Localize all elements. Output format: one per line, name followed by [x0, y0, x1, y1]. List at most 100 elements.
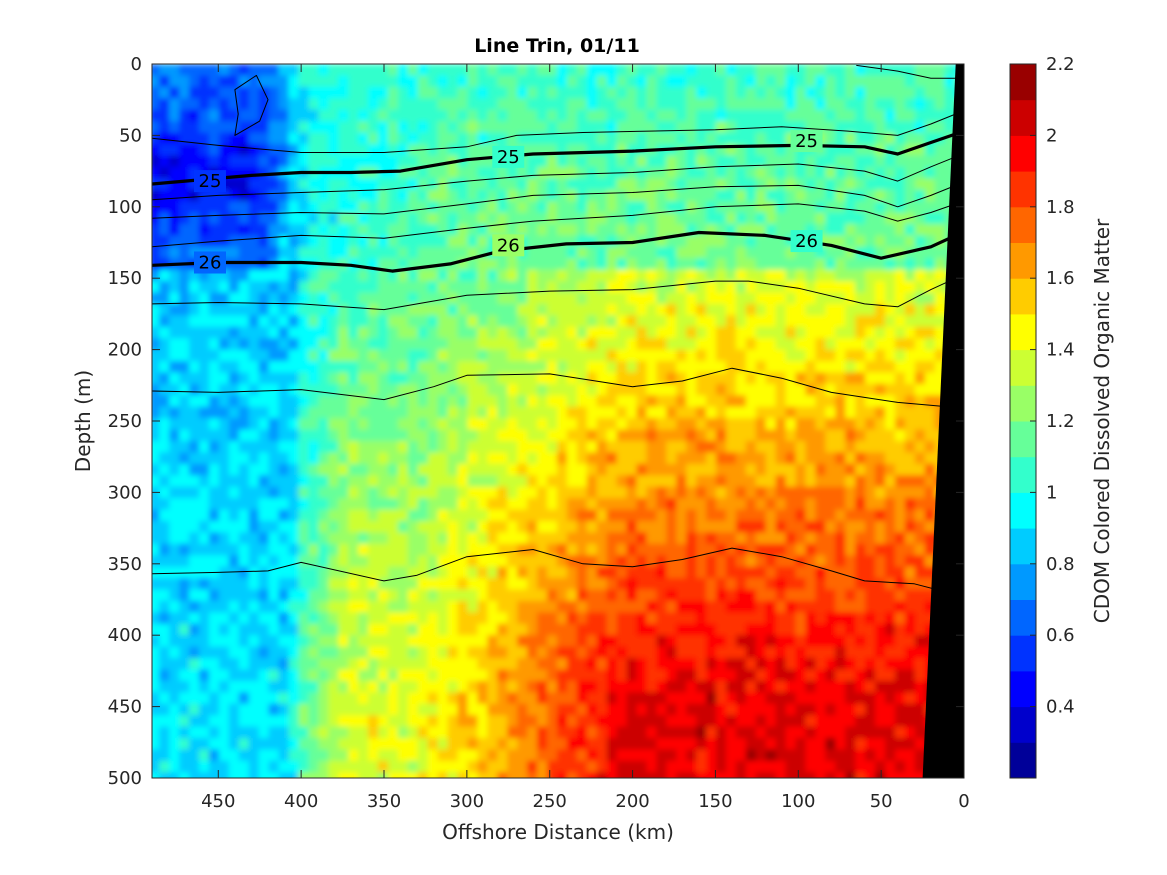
heatmap-cell — [168, 166, 180, 179]
heatmap-cell — [606, 406, 617, 419]
heatmap-cell — [437, 75, 448, 88]
heatmap-cell — [188, 509, 199, 522]
heatmap-cell — [337, 395, 349, 408]
heatmap-cell — [387, 520, 398, 533]
heatmap-cell — [546, 201, 557, 214]
heatmap-cell — [576, 612, 587, 625]
heatmap-cell — [466, 132, 478, 145]
heatmap-cell — [616, 338, 627, 351]
heatmap-cell — [814, 498, 826, 511]
heatmap-cell — [804, 623, 816, 636]
heatmap-cell — [327, 315, 339, 328]
heatmap-cell — [894, 418, 905, 431]
heatmap-cell — [516, 692, 528, 705]
heatmap-cell — [894, 132, 905, 145]
heatmap-cell — [715, 109, 726, 122]
heatmap-cell — [327, 383, 339, 396]
heatmap-cell — [775, 246, 786, 259]
heatmap-cell — [427, 520, 438, 533]
heatmap-cell — [844, 349, 856, 362]
heatmap-cell — [357, 75, 369, 88]
heatmap-cell — [277, 326, 289, 339]
heatmap-cell — [506, 635, 518, 648]
heatmap-cell — [377, 235, 388, 248]
heatmap-cell — [606, 543, 617, 556]
heatmap-cell — [198, 738, 209, 751]
heatmap-cell — [486, 292, 498, 305]
heatmap-cell — [814, 121, 826, 134]
heatmap-cell — [427, 635, 438, 648]
heatmap-cell — [874, 75, 886, 88]
heatmap-cell — [794, 246, 806, 259]
heatmap-cell — [367, 406, 378, 419]
heatmap-cell — [924, 486, 935, 499]
heatmap-cell — [476, 429, 488, 442]
heatmap-cell — [218, 361, 229, 374]
heatmap-cell — [804, 223, 816, 236]
heatmap-cell — [536, 692, 547, 705]
heatmap-cell — [606, 589, 617, 602]
heatmap-cell — [268, 703, 279, 716]
heatmap-cell — [725, 246, 736, 259]
heatmap-cell — [188, 669, 199, 682]
heatmap-cell — [804, 760, 816, 773]
heatmap-cell — [635, 75, 647, 88]
heatmap-cell — [496, 520, 508, 533]
heatmap-cell — [307, 612, 319, 625]
heatmap-cell — [437, 269, 448, 282]
heatmap-cell — [437, 429, 448, 442]
heatmap-cell — [685, 223, 697, 236]
heatmap-cell — [516, 132, 528, 145]
heatmap-cell — [327, 361, 339, 374]
heatmap-cell — [824, 475, 836, 488]
heatmap-cell — [337, 772, 349, 778]
heatmap-cell — [427, 555, 438, 568]
heatmap-cell — [695, 166, 707, 179]
heatmap-cell — [844, 669, 856, 682]
heatmap-cell — [198, 235, 209, 248]
heatmap-cell — [705, 578, 717, 591]
heatmap-cell — [715, 166, 726, 179]
heatmap-cell — [755, 75, 766, 88]
heatmap-cell — [228, 623, 239, 636]
heatmap-cell — [397, 532, 408, 545]
heatmap-cell — [884, 669, 895, 682]
heatmap-cell — [397, 726, 408, 739]
heatmap-cell — [456, 703, 468, 716]
heatmap-cell — [536, 132, 547, 145]
heatmap-cell — [655, 612, 667, 625]
heatmap-cell — [188, 452, 199, 465]
heatmap-cell — [874, 635, 886, 648]
heatmap-cell — [755, 383, 766, 396]
heatmap-cell — [357, 772, 369, 778]
heatmap-cell — [476, 760, 488, 773]
heatmap-cell — [476, 258, 488, 271]
heatmap-cell — [446, 600, 458, 613]
heatmap-cell — [814, 612, 826, 625]
heatmap-cell — [466, 589, 478, 602]
heatmap-cell — [496, 555, 508, 568]
heatmap-cell — [407, 281, 418, 294]
heatmap-cell — [277, 532, 289, 545]
heatmap-cell — [516, 326, 528, 339]
heatmap-cell — [258, 338, 269, 351]
heatmap-cell — [367, 86, 378, 99]
heatmap-cell — [586, 349, 597, 362]
heatmap-cell — [765, 623, 776, 636]
heatmap-cell — [287, 658, 299, 671]
heatmap-cell — [486, 64, 498, 77]
heatmap-cell — [178, 361, 190, 374]
heatmap-cell — [735, 532, 746, 545]
heatmap-cell — [417, 555, 428, 568]
heatmap-cell — [556, 189, 567, 202]
heatmap-cell — [635, 589, 647, 602]
heatmap-cell — [725, 201, 736, 214]
heatmap-cell — [586, 749, 597, 762]
heatmap-cell — [347, 383, 359, 396]
heatmap-cell — [496, 269, 508, 282]
heatmap-cell — [745, 635, 756, 648]
heatmap-cell — [864, 155, 876, 168]
heatmap-cell — [705, 189, 717, 202]
heatmap-cell — [645, 566, 657, 579]
heatmap-cell — [238, 121, 249, 134]
